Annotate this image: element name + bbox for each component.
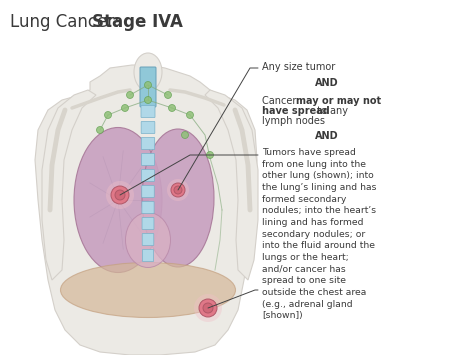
FancyBboxPatch shape bbox=[142, 250, 154, 262]
Circle shape bbox=[106, 181, 134, 209]
FancyBboxPatch shape bbox=[142, 169, 155, 181]
FancyBboxPatch shape bbox=[141, 105, 155, 118]
FancyBboxPatch shape bbox=[142, 234, 154, 246]
Text: lymph nodes: lymph nodes bbox=[262, 116, 325, 126]
Circle shape bbox=[104, 111, 111, 119]
Circle shape bbox=[194, 294, 222, 322]
Text: Tumors have spread
from one lung into the
other lung (shown); into
the lung’s li: Tumors have spread from one lung into th… bbox=[262, 148, 376, 320]
FancyBboxPatch shape bbox=[141, 121, 155, 133]
FancyBboxPatch shape bbox=[141, 137, 155, 149]
Text: may or may not: may or may not bbox=[296, 96, 381, 106]
Text: to any: to any bbox=[314, 106, 348, 116]
Text: AND: AND bbox=[315, 78, 339, 88]
FancyBboxPatch shape bbox=[142, 186, 154, 197]
Polygon shape bbox=[35, 65, 257, 355]
FancyBboxPatch shape bbox=[142, 202, 154, 213]
Text: Any size tumor: Any size tumor bbox=[262, 62, 335, 72]
Text: Cancer: Cancer bbox=[262, 96, 300, 106]
Polygon shape bbox=[42, 90, 96, 280]
Circle shape bbox=[111, 186, 129, 204]
Circle shape bbox=[97, 126, 103, 133]
Circle shape bbox=[164, 92, 172, 98]
FancyBboxPatch shape bbox=[142, 218, 154, 229]
FancyBboxPatch shape bbox=[140, 67, 156, 107]
Circle shape bbox=[174, 186, 182, 194]
Circle shape bbox=[145, 82, 152, 88]
Text: have spread: have spread bbox=[262, 106, 330, 116]
Polygon shape bbox=[205, 90, 258, 280]
Text: Stage IVA: Stage IVA bbox=[92, 13, 183, 31]
Text: Lung Cancer:: Lung Cancer: bbox=[10, 13, 125, 31]
Circle shape bbox=[127, 92, 134, 98]
Circle shape bbox=[171, 183, 185, 197]
Circle shape bbox=[203, 303, 213, 313]
Text: AND: AND bbox=[315, 131, 339, 141]
Circle shape bbox=[182, 131, 189, 138]
Ellipse shape bbox=[142, 129, 214, 267]
Circle shape bbox=[207, 152, 213, 158]
Ellipse shape bbox=[134, 53, 162, 91]
Circle shape bbox=[115, 190, 125, 200]
Ellipse shape bbox=[126, 213, 171, 268]
Circle shape bbox=[121, 104, 128, 111]
Circle shape bbox=[167, 179, 189, 201]
Ellipse shape bbox=[61, 262, 236, 317]
Circle shape bbox=[199, 299, 217, 317]
Circle shape bbox=[186, 111, 193, 119]
Circle shape bbox=[145, 97, 152, 104]
FancyBboxPatch shape bbox=[141, 153, 155, 165]
Circle shape bbox=[168, 104, 175, 111]
Ellipse shape bbox=[74, 127, 162, 273]
